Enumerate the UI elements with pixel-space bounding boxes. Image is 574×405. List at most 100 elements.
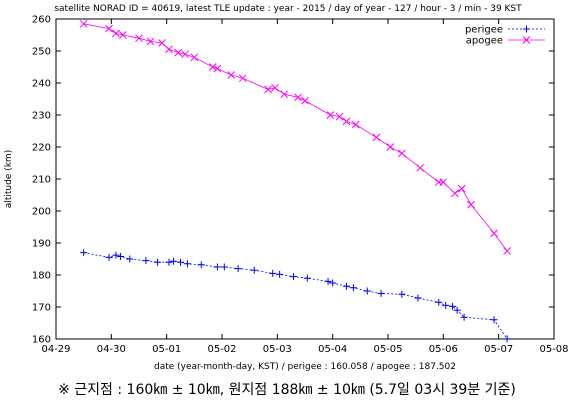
- y-tick-label: 170: [32, 303, 51, 314]
- apogee-point: [294, 93, 302, 102]
- perigee-point: [126, 255, 134, 263]
- footnote: ※ 근지점 : 160㎞ ± 10㎞, 원지점 188㎞ ± 10㎞ (5.7일…: [58, 382, 516, 398]
- altitude-chart: satellite NORAD ID = 40619, latest TLE u…: [4, 4, 569, 372]
- perigee-point: [398, 290, 406, 298]
- x-axis-label: date (year-month-day, KST) / perigee : 1…: [154, 362, 456, 372]
- x-tick-label: 05-02: [207, 344, 236, 355]
- apogee-point: [165, 45, 173, 54]
- apogee-point: [451, 189, 459, 198]
- perigee-point: [363, 287, 371, 295]
- apogee-point: [351, 120, 360, 129]
- apogee-point: [181, 50, 189, 59]
- perigee-point: [177, 258, 184, 266]
- perigee-point: [269, 269, 277, 277]
- perigee-point: [183, 260, 191, 268]
- legend-label-perigee: perigee: [465, 25, 503, 36]
- perigee-point: [170, 257, 178, 265]
- perigee-point: [503, 335, 511, 343]
- y-tick-label: 250: [32, 47, 51, 58]
- x-tick-label: 05-08: [539, 344, 568, 355]
- series-perigee: [80, 249, 511, 343]
- perigee-point: [324, 277, 332, 285]
- x-tick-label: 04-29: [41, 344, 70, 355]
- apogee-point: [397, 149, 406, 158]
- apogee-point: [79, 19, 88, 28]
- y-axis-label: altitude (km): [4, 150, 14, 208]
- perigee-point: [112, 251, 120, 259]
- perigee-point: [105, 253, 113, 261]
- perigee-point: [449, 302, 457, 310]
- x-axis: 04-29 04-30 05-01 05-02 05-03 05-04 05-05 05-06…: [41, 19, 569, 355]
- apogee-point: [227, 71, 236, 79]
- perigee-point: [197, 261, 205, 269]
- y-tick-label: 230: [32, 111, 51, 122]
- perigee-point: [303, 274, 311, 282]
- perigee-point: [250, 266, 258, 274]
- apogee-point: [271, 83, 279, 92]
- perigee-point: [460, 313, 468, 321]
- apogee-point: [238, 74, 247, 83]
- apogee-point: [386, 143, 395, 151]
- x-tick-label: 05-01: [152, 344, 181, 355]
- x-tick-label: 05-07: [484, 344, 513, 355]
- y-tick-label: 180: [32, 271, 51, 282]
- y-axis: 160 170 180 190 200 210 220 230 240 250 260: [32, 15, 554, 346]
- perigee-point: [213, 263, 221, 271]
- apogee-point: [326, 111, 335, 119]
- apogee-point: [146, 37, 155, 46]
- series-layer: [79, 19, 511, 343]
- x-tick-label: 05-03: [263, 344, 292, 355]
- apogee-point: [335, 112, 344, 121]
- perigee-point: [80, 249, 88, 257]
- apogee-point: [301, 96, 309, 105]
- perigee-point: [414, 294, 422, 302]
- apogee-point: [112, 29, 120, 38]
- legend-marker-perigee: [523, 25, 530, 33]
- perigee-point: [377, 290, 385, 298]
- apogee-point: [174, 48, 183, 57]
- perigee-point: [289, 273, 297, 281]
- apogee-point: [372, 133, 381, 142]
- perigee-line: [83, 252, 508, 340]
- apogee-point: [158, 39, 166, 47]
- perigee-point: [343, 282, 350, 290]
- plot-frame: [55, 18, 555, 340]
- perigee-point: [349, 284, 357, 292]
- perigee-point: [490, 316, 498, 324]
- y-tick-label: 220: [32, 143, 51, 154]
- legend-label-apogee: apogee: [466, 36, 503, 47]
- apogee-point: [416, 163, 425, 172]
- x-tick-label: 05-04: [318, 344, 347, 355]
- series-apogee: [79, 19, 511, 255]
- apogee-point: [280, 90, 289, 99]
- y-tick-label: 240: [32, 79, 51, 90]
- perigee-point: [276, 270, 284, 278]
- apogee-line: [83, 23, 508, 252]
- chart-title: satellite NORAD ID = 40619, latest TLE u…: [54, 4, 522, 14]
- apogee-point: [135, 34, 143, 43]
- x-tick-label: 05-05: [373, 344, 402, 355]
- perigee-point: [435, 298, 443, 306]
- perigee-point: [329, 279, 337, 287]
- apogee-point: [467, 200, 475, 209]
- y-tick-label: 260: [32, 15, 51, 26]
- y-tick-label: 160: [32, 335, 51, 346]
- perigee-point: [220, 263, 228, 271]
- apogee-point: [439, 178, 448, 187]
- apogee-point: [119, 31, 127, 39]
- apogee-point: [342, 117, 351, 126]
- apogee-point: [105, 24, 113, 33]
- apogee-point: [208, 63, 217, 71]
- apogee-point: [190, 53, 199, 62]
- apogee-point: [264, 85, 272, 94]
- y-tick-label: 210: [32, 175, 51, 186]
- apogee-point: [213, 64, 222, 73]
- apogee-point: [457, 184, 466, 193]
- y-tick-label: 190: [32, 239, 51, 250]
- legend-marker-apogee: [522, 36, 531, 44]
- perigee-point: [442, 301, 450, 309]
- apogee-point: [503, 247, 511, 255]
- perigee-point: [453, 306, 461, 314]
- perigee-point: [153, 258, 161, 266]
